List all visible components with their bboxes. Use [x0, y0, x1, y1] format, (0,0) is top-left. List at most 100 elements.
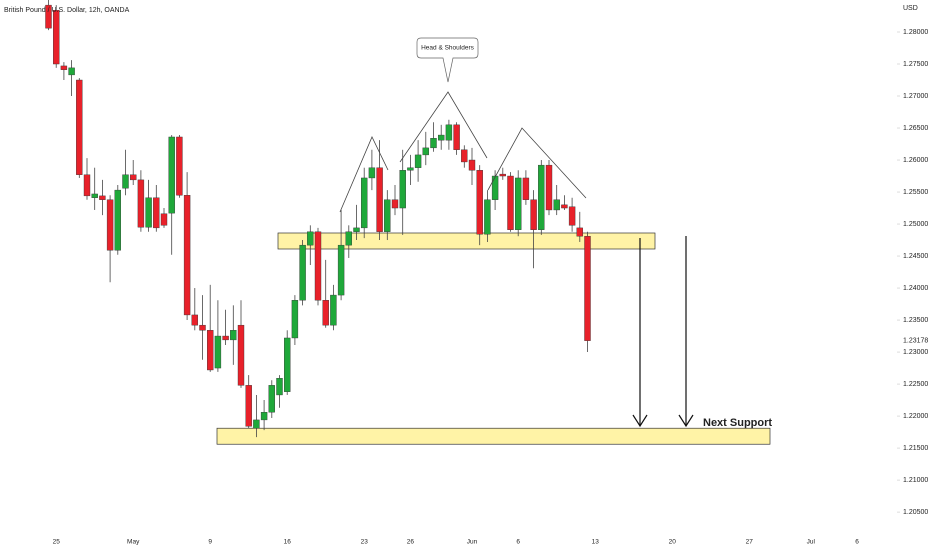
candle-body — [53, 10, 60, 65]
x-tick-label: 25 — [53, 539, 61, 546]
price-zone — [277, 232, 656, 250]
y-tick-label: 1.25500 — [903, 189, 928, 196]
candle-body — [183, 195, 191, 316]
candle-body — [122, 174, 129, 189]
zones — [216, 232, 771, 445]
candle-body — [253, 419, 260, 429]
candle-body — [76, 79, 83, 175]
candle-body — [268, 385, 275, 413]
candle-body — [384, 199, 391, 232]
y-tick-label: 1.25000 — [903, 221, 928, 228]
price-zone — [216, 427, 771, 445]
candle-body — [307, 231, 314, 246]
candle-body — [168, 136, 175, 214]
drawings: Head & Shoulders Next Support — [339, 37, 772, 429]
candle-body — [376, 167, 383, 232]
candle-body — [230, 330, 237, 341]
candle-body — [91, 193, 98, 198]
support-label: Next Support — [703, 417, 772, 429]
candle-body — [160, 213, 168, 226]
candle-body — [45, 4, 52, 29]
x-tick-label: Jun — [467, 539, 478, 546]
candle-body — [553, 199, 560, 211]
candle-body — [330, 294, 337, 326]
arrow-head — [632, 414, 648, 428]
y-tick-label: 1.27500 — [903, 61, 928, 68]
candles — [45, 0, 591, 438]
candle-body — [114, 189, 122, 251]
candle-body — [99, 195, 106, 200]
candle-body — [499, 173, 506, 177]
candle-body — [522, 177, 530, 200]
candle-body — [245, 385, 252, 427]
x-tick-label: Jul — [807, 539, 816, 546]
candle-body — [345, 231, 352, 246]
candle-body — [407, 167, 414, 171]
candle-body — [284, 337, 291, 392]
left-shoulder-line — [339, 136, 389, 213]
candle-body — [507, 175, 514, 230]
y-tick-label: 1.26000 — [903, 157, 928, 164]
candle-body — [314, 231, 322, 301]
candle-body — [322, 300, 329, 326]
candle-body — [60, 65, 68, 70]
right-shoulder-line — [487, 127, 587, 199]
candle-body — [68, 67, 75, 76]
x-tick-label: 6 — [855, 539, 859, 546]
candle-body — [561, 204, 568, 209]
candle-body — [83, 174, 91, 197]
x-tick-label: 9 — [208, 539, 212, 546]
candle-body — [438, 134, 445, 141]
callout-box — [416, 37, 479, 83]
candle-body — [176, 136, 183, 196]
candle-body — [353, 227, 360, 232]
candle-body — [530, 199, 537, 230]
candle-body — [484, 199, 491, 235]
y-tick-label: 1.20500 — [903, 509, 928, 516]
candle-body — [445, 124, 453, 141]
pattern-label: Head & Shoulders — [421, 45, 475, 52]
candle-body — [491, 175, 499, 200]
candle-body — [222, 335, 229, 341]
y-tick-label: 1.27000 — [903, 93, 928, 100]
candle-body — [576, 227, 583, 237]
candle-body — [476, 170, 483, 235]
x-tick-label: 27 — [746, 539, 754, 546]
candle-body — [299, 244, 306, 301]
y-tick-label: 1.23500 — [903, 317, 928, 324]
candle-body — [361, 177, 368, 229]
candle-body — [260, 412, 268, 421]
candle-body — [106, 199, 114, 251]
candle-body — [461, 149, 468, 163]
candle-body — [291, 300, 299, 339]
y-tick-label: 1.23000 — [903, 349, 928, 356]
x-tick-label: 6 — [516, 539, 520, 546]
x-tick-label: 26 — [407, 539, 415, 546]
x-tick-label: May — [127, 539, 140, 546]
candle-body — [214, 335, 222, 369]
candle-body — [191, 314, 199, 326]
chart-title: British Pound / U.S. Dollar, 12h, OANDA — [4, 7, 130, 14]
candle-body — [399, 170, 406, 209]
candle-body — [568, 206, 576, 226]
x-tick-label: 16 — [284, 539, 292, 546]
candle-body — [422, 147, 429, 156]
y-tick-label: 1.26500 — [903, 125, 928, 132]
y-tick-label: 1.22000 — [903, 413, 928, 420]
candle-body — [153, 197, 160, 229]
candle-body — [337, 244, 345, 296]
axes: 1.28000 1.27500 1.27000 1.26500 1.26000 1.255… — [53, 29, 929, 546]
y-tick-label: 1.22500 — [903, 381, 928, 388]
arrow-head — [678, 414, 694, 428]
candle-body — [538, 164, 545, 230]
candle-body — [145, 197, 152, 228]
candle-body — [515, 177, 522, 230]
currency-label: USD — [903, 5, 918, 12]
candle-body — [430, 138, 437, 149]
x-tick-label: 20 — [669, 539, 677, 546]
candle-body — [414, 154, 422, 168]
candle-body — [206, 330, 214, 371]
candle-body — [468, 159, 476, 171]
candle-body — [584, 235, 591, 341]
candle-body — [137, 179, 145, 228]
